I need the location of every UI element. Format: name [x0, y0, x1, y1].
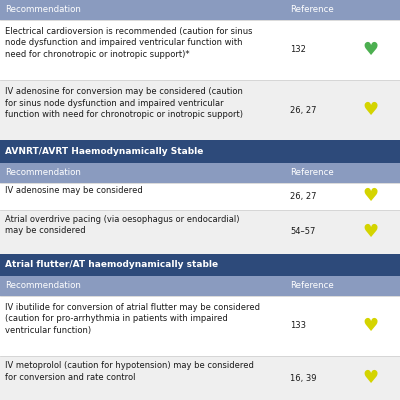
Text: Reference: Reference	[290, 168, 334, 177]
Text: Reference: Reference	[290, 282, 334, 290]
Bar	[0, 276, 400, 296]
Text: ♥: ♥	[362, 41, 378, 59]
Text: 26, 27: 26, 27	[290, 106, 316, 115]
Bar	[0, 140, 400, 163]
Text: 132: 132	[290, 45, 306, 54]
Text: ♥: ♥	[362, 223, 378, 241]
Text: AVNRT/AVRT Haemodynamically Stable: AVNRT/AVRT Haemodynamically Stable	[5, 147, 203, 156]
Bar	[0, 80, 400, 140]
Bar	[0, 182, 400, 210]
Text: 16, 39: 16, 39	[290, 374, 316, 382]
Bar	[0, 356, 400, 400]
Bar	[0, 210, 400, 254]
Text: 133: 133	[290, 322, 306, 330]
Text: ♥: ♥	[362, 101, 378, 119]
Bar	[0, 254, 400, 276]
Bar	[0, 163, 400, 182]
Text: IV ibutilide for conversion of atrial flutter may be considered
(caution for pro: IV ibutilide for conversion of atrial fl…	[5, 303, 260, 335]
Text: Recommendation: Recommendation	[5, 168, 81, 177]
Text: 54–57: 54–57	[290, 227, 315, 236]
Text: ♥: ♥	[362, 187, 378, 205]
Text: ♥: ♥	[362, 369, 378, 387]
Bar	[0, 20, 400, 80]
Text: IV adenosine may be considered: IV adenosine may be considered	[5, 186, 142, 195]
Text: Electrical cardioversion is recommended (caution for sinus
node dysfunction and : Electrical cardioversion is recommended …	[5, 27, 252, 59]
Bar	[0, 0, 400, 20]
Text: IV adenosine for conversion may be considered (caution
for sinus node dysfunctio: IV adenosine for conversion may be consi…	[5, 87, 243, 119]
Text: Atrial flutter/AT haemodynamically stable: Atrial flutter/AT haemodynamically stabl…	[5, 260, 218, 269]
Text: Atrial overdrive pacing (via oesophagus or endocardial)
may be considered: Atrial overdrive pacing (via oesophagus …	[5, 215, 239, 236]
Text: Recommendation: Recommendation	[5, 5, 81, 14]
Text: Reference: Reference	[290, 5, 334, 14]
Text: 26, 27: 26, 27	[290, 192, 316, 201]
Bar	[0, 296, 400, 356]
Text: Recommendation: Recommendation	[5, 282, 81, 290]
Text: ♥: ♥	[362, 317, 378, 335]
Text: IV metoprolol (caution for hypotension) may be considered
for conversion and rat: IV metoprolol (caution for hypotension) …	[5, 362, 254, 382]
